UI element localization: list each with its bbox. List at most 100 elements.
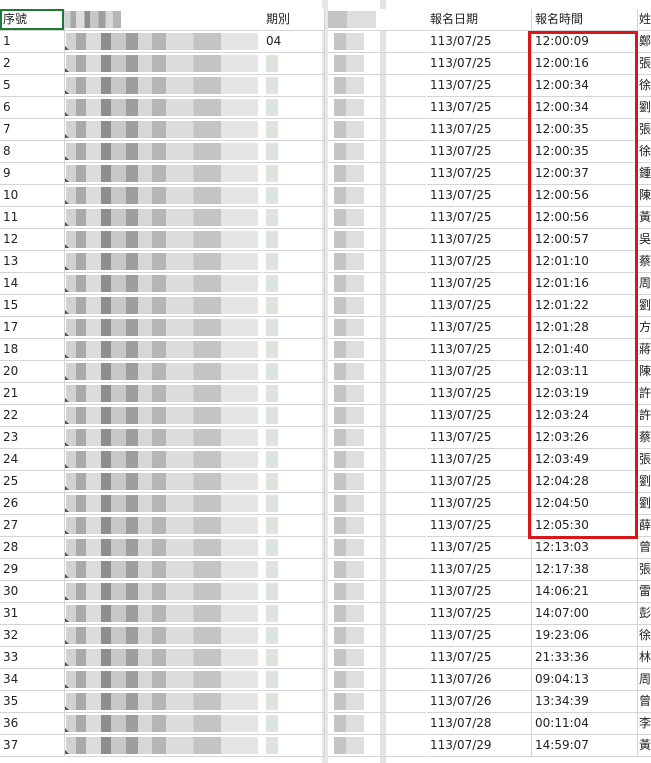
cell-reg-date[interactable]: 113/07/25 [427,295,532,317]
cell-id-redacted[interactable] [328,515,426,537]
cell-seq[interactable]: 28 [0,537,65,559]
header-cell-seq[interactable]: 序號 [0,9,65,31]
cell-surname[interactable]: 李 [638,713,651,735]
cell-seq[interactable]: 7 [0,119,65,141]
cell-id-redacted[interactable] [328,361,426,383]
cell-surname[interactable]: 周 [638,669,651,691]
cell-reg-time[interactable]: 19:23:06 [532,625,638,647]
cell-period[interactable] [263,603,325,625]
cell-name-redacted[interactable] [65,163,262,185]
cell-reg-date[interactable]: 113/07/25 [427,493,532,515]
cell-reg-time[interactable]: 12:04:28 [532,471,638,493]
cell-reg-date[interactable]: 113/07/25 [427,53,532,75]
cell-reg-date[interactable]: 113/07/25 [427,625,532,647]
cell-seq[interactable]: 32 [0,625,65,647]
cell-period[interactable] [263,273,325,295]
cell-seq[interactable]: 21 [0,383,65,405]
cell-reg-time[interactable]: 12:03:26 [532,427,638,449]
cell-id-redacted[interactable] [328,735,426,757]
cell-surname[interactable]: 曾 [638,691,651,713]
cell-seq[interactable]: 6 [0,97,65,119]
cell-reg-time[interactable]: 12:00:09 [532,31,638,53]
cell-surname[interactable]: 徐 [638,75,651,97]
cell-name-redacted[interactable] [65,295,262,317]
cell-reg-time[interactable]: 12:03:19 [532,383,638,405]
header-cell-name-redacted[interactable] [65,9,262,31]
cell-reg-time[interactable]: 12:17:38 [532,559,638,581]
cell-name-redacted[interactable] [65,735,262,757]
cell-reg-time[interactable]: 12:00:35 [532,141,638,163]
cell-id-redacted[interactable] [328,141,426,163]
cell-surname[interactable]: 鍾 [638,163,651,185]
cell-seq[interactable]: 20 [0,361,65,383]
cell-reg-date[interactable]: 113/07/28 [427,713,532,735]
cell-seq[interactable]: 25 [0,471,65,493]
cell-name-redacted[interactable] [65,603,262,625]
cell-name-redacted[interactable] [65,229,262,251]
cell-name-redacted[interactable] [65,669,262,691]
cell-reg-time[interactable]: 00:11:04 [532,713,638,735]
cell-name-redacted[interactable] [65,53,262,75]
cell-name-redacted[interactable] [65,361,262,383]
cell-reg-time[interactable]: 14:07:00 [532,603,638,625]
cell-reg-date[interactable]: 113/07/25 [427,471,532,493]
cell-reg-date[interactable]: 113/07/25 [427,537,532,559]
cell-period[interactable] [263,559,325,581]
cell-seq[interactable]: 1 [0,31,65,53]
cell-name-redacted[interactable] [65,515,262,537]
cell-period[interactable] [263,207,325,229]
cell-reg-time[interactable]: 12:01:10 [532,251,638,273]
cell-surname[interactable]: 方 [638,317,651,339]
cell-id-redacted[interactable] [328,427,426,449]
cell-surname[interactable]: 蔡 [638,251,651,273]
cell-reg-time[interactable]: 12:03:49 [532,449,638,471]
cell-period[interactable] [263,229,325,251]
cell-period[interactable] [263,383,325,405]
header-cell-surname[interactable]: 姓 [638,9,651,31]
cell-id-redacted[interactable] [328,669,426,691]
cell-seq[interactable]: 8 [0,141,65,163]
cell-seq[interactable]: 10 [0,185,65,207]
cell-period[interactable] [263,295,325,317]
cell-period[interactable]: 04 [263,31,325,53]
cell-seq[interactable]: 24 [0,449,65,471]
cell-surname[interactable]: 鄭 [638,31,651,53]
cell-surname[interactable]: 劉 [638,97,651,119]
cell-id-redacted[interactable] [328,273,426,295]
cell-period[interactable] [263,625,325,647]
cell-reg-date[interactable]: 113/07/25 [427,251,532,273]
cell-surname[interactable]: 張 [638,119,651,141]
cell-name-redacted[interactable] [65,339,262,361]
cell-seq[interactable]: 22 [0,405,65,427]
cell-surname[interactable]: 陳 [638,361,651,383]
cell-surname[interactable]: 張 [638,449,651,471]
cell-reg-date[interactable]: 113/07/25 [427,449,532,471]
cell-seq[interactable]: 13 [0,251,65,273]
cell-seq[interactable]: 18 [0,339,65,361]
cell-period[interactable] [263,405,325,427]
cell-period[interactable] [263,449,325,471]
cell-seq[interactable]: 23 [0,427,65,449]
cell-reg-date[interactable]: 113/07/25 [427,405,532,427]
cell-period[interactable] [263,163,325,185]
cell-id-redacted[interactable] [328,493,426,515]
cell-name-redacted[interactable] [65,713,262,735]
cell-seq[interactable]: 37 [0,735,65,757]
header-cell-id-redacted[interactable] [328,9,426,31]
cell-reg-date[interactable]: 113/07/25 [427,163,532,185]
cell-period[interactable] [263,581,325,603]
cell-reg-time[interactable]: 13:34:39 [532,691,638,713]
cell-id-redacted[interactable] [328,31,426,53]
cell-reg-date[interactable]: 113/07/25 [427,31,532,53]
cell-period[interactable] [263,713,325,735]
cell-name-redacted[interactable] [65,405,262,427]
cell-seq[interactable]: 36 [0,713,65,735]
cell-name-redacted[interactable] [65,97,262,119]
cell-period[interactable] [263,735,325,757]
cell-id-redacted[interactable] [328,53,426,75]
cell-id-redacted[interactable] [328,559,426,581]
cell-name-redacted[interactable] [65,647,262,669]
cell-id-redacted[interactable] [328,603,426,625]
cell-id-redacted[interactable] [328,405,426,427]
cell-name-redacted[interactable] [65,317,262,339]
